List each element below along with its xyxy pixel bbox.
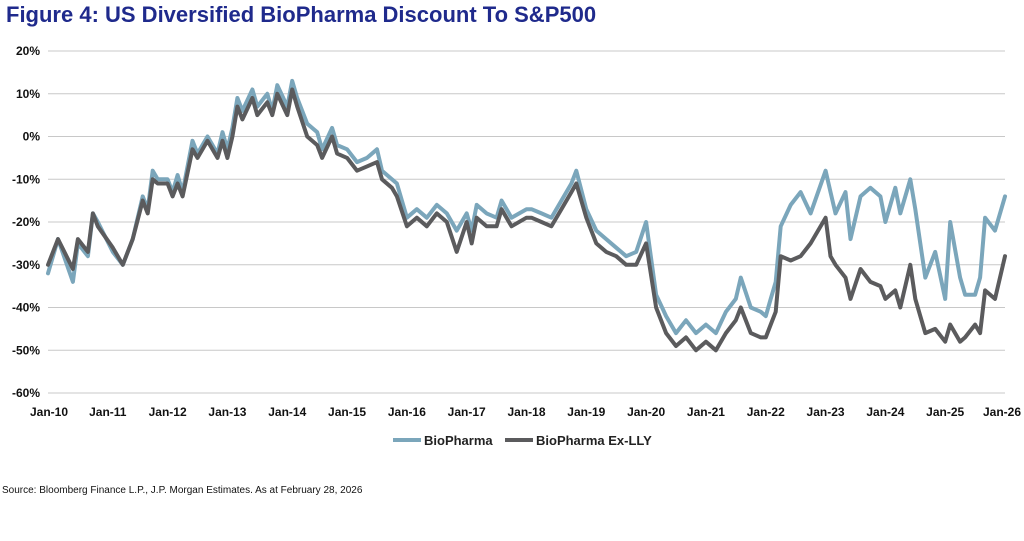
- series-line-1: [46, 87, 1007, 353]
- y-tick-label: -20%: [12, 215, 40, 229]
- source-note: Source: Bloomberg Finance L.P., J.P. Mor…: [2, 485, 363, 496]
- x-tick-label: Jan-20: [627, 405, 665, 419]
- x-tick-label: Jan-16: [388, 405, 426, 419]
- x-tick-label: Jan-14: [268, 405, 306, 419]
- x-tick-label: Jan-11: [89, 405, 127, 419]
- x-tick-label: Jan-26: [983, 405, 1021, 419]
- x-tick-label: Jan-23: [807, 405, 845, 419]
- x-tick-label: Jan-19: [567, 405, 605, 419]
- y-tick-label: -60%: [12, 386, 40, 400]
- x-tick-label: Jan-10: [30, 405, 68, 419]
- x-tick-label: Jan-25: [926, 405, 964, 419]
- y-tick-label: 10%: [16, 87, 40, 101]
- y-tick-label: 0%: [23, 130, 41, 144]
- x-tick-label: Jan-13: [208, 405, 246, 419]
- legend-label: BioPharma Ex-LLY: [536, 433, 652, 448]
- chart-title: Figure 4: US Diversified BioPharma Disco…: [6, 2, 597, 27]
- x-tick-label: Jan-24: [866, 405, 904, 419]
- y-tick-label: -40%: [12, 301, 40, 315]
- x-tick-label: Jan-12: [149, 405, 187, 419]
- series-lines: [46, 78, 1007, 353]
- x-tick-label: Jan-18: [507, 405, 545, 419]
- x-tick-label: Jan-22: [747, 405, 785, 419]
- y-tick-label: -30%: [12, 258, 40, 272]
- legend-label: BioPharma: [424, 433, 493, 448]
- y-tick-label: -10%: [12, 172, 40, 186]
- x-tick-label: Jan-17: [448, 405, 486, 419]
- y-tick-label: -50%: [12, 343, 40, 357]
- x-tick-label: Jan-15: [328, 405, 366, 419]
- y-axis-ticks: 20% 10% 0% -10% -20% -30% -40% -50% -60%: [12, 44, 40, 400]
- legend: BioPharma BioPharma Ex-LLY: [393, 433, 652, 448]
- x-axis-ticks: Jan-10 Jan-11 Jan-12 Jan-13 Jan-14 Jan-15 Jan-…: [30, 405, 1021, 419]
- y-tick-label: 20%: [16, 44, 40, 58]
- series-line-0: [46, 78, 1007, 336]
- x-tick-label: Jan-21: [687, 405, 725, 419]
- gridlines: [48, 50, 1005, 394]
- line-chart: 20%10%0%-10%-20%-30%-40%-50%-60% Jan-10 J…: [12, 44, 1021, 448]
